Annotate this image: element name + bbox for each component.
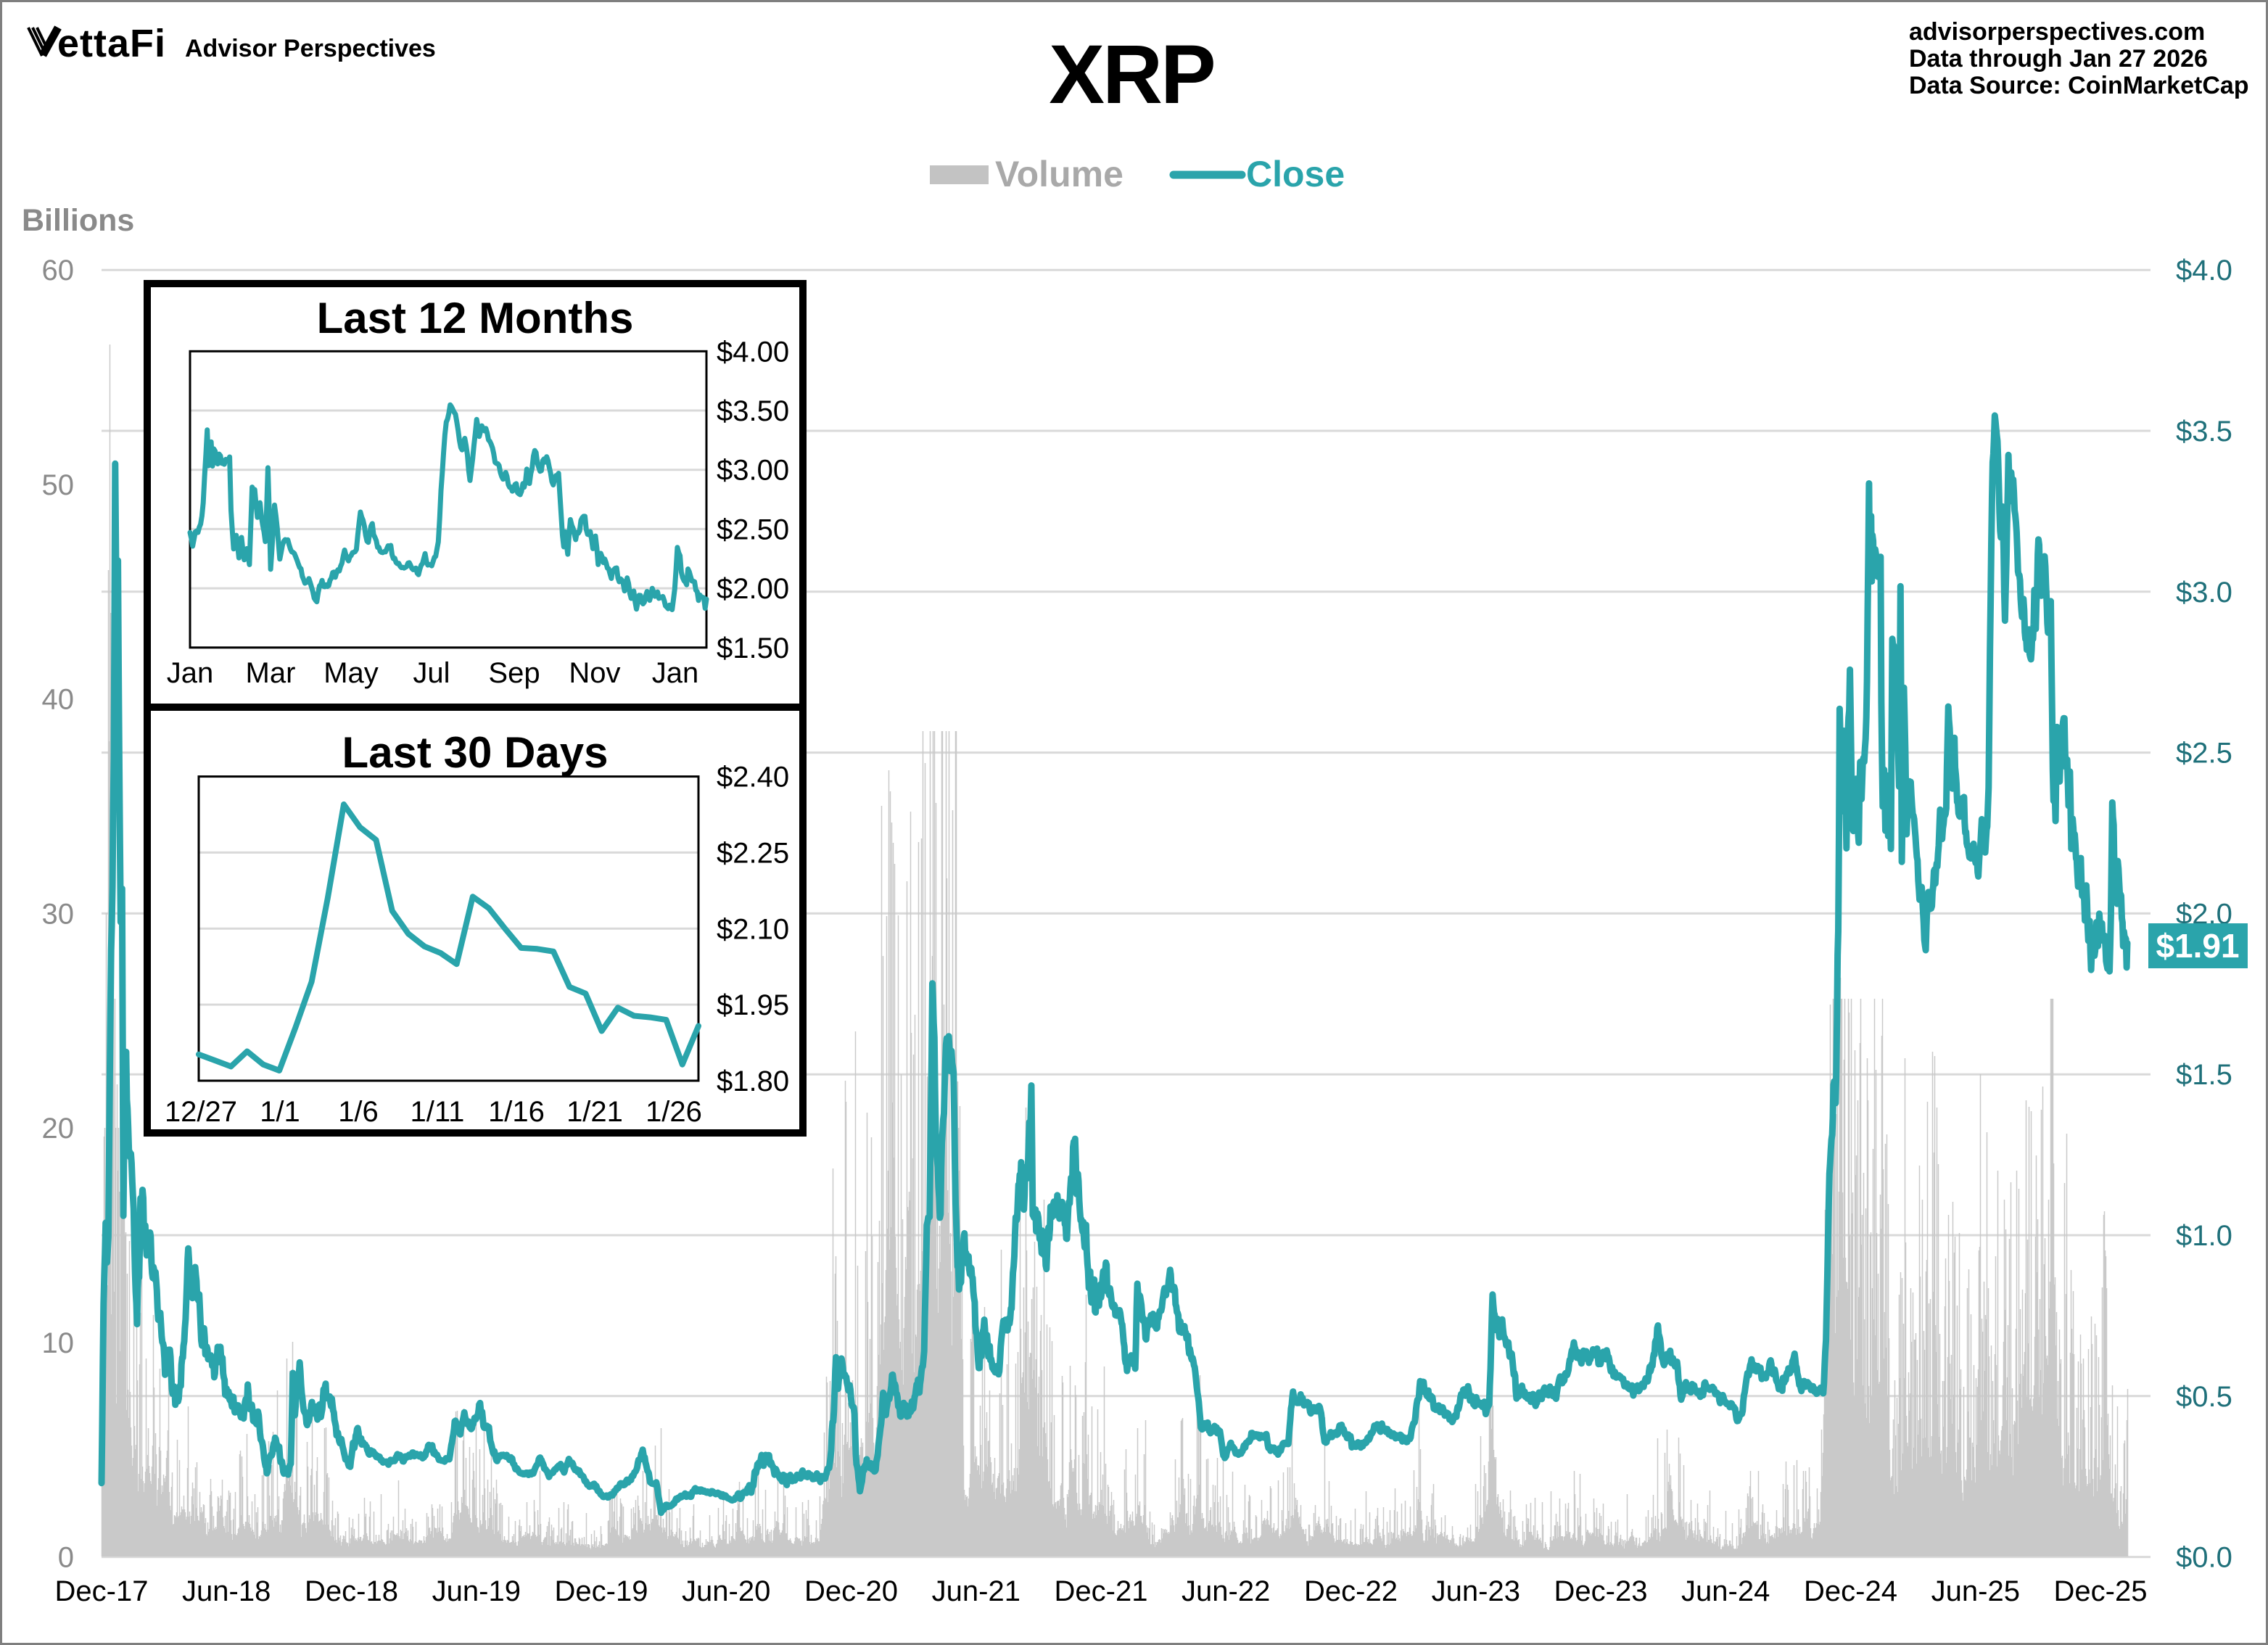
svg-text:Dec-19: Dec-19 bbox=[555, 1575, 648, 1607]
svg-text:$3.5: $3.5 bbox=[2176, 416, 2232, 448]
svg-text:Jan: Jan bbox=[167, 657, 214, 689]
svg-text:XRP: XRP bbox=[1049, 28, 1213, 121]
svg-text:40: 40 bbox=[42, 684, 75, 716]
svg-text:$1.0: $1.0 bbox=[2176, 1220, 2232, 1252]
svg-text:1/1: 1/1 bbox=[260, 1096, 300, 1128]
svg-text:$3.00: $3.00 bbox=[717, 455, 789, 487]
svg-text:$1.95: $1.95 bbox=[717, 989, 789, 1021]
svg-text:Jun-18: Jun-18 bbox=[182, 1575, 271, 1607]
svg-text:Dec-17: Dec-17 bbox=[55, 1575, 149, 1607]
svg-text:Dec-25: Dec-25 bbox=[2054, 1575, 2148, 1607]
svg-text:Last 12 Months: Last 12 Months bbox=[317, 294, 634, 342]
svg-text:1/26: 1/26 bbox=[646, 1096, 702, 1128]
svg-text:1/16: 1/16 bbox=[488, 1096, 545, 1128]
svg-text:$2.50: $2.50 bbox=[717, 514, 789, 545]
svg-text:Jun-23: Jun-23 bbox=[1432, 1575, 1520, 1607]
svg-text:20: 20 bbox=[42, 1113, 75, 1145]
svg-text:50: 50 bbox=[42, 469, 75, 501]
svg-text:Jun-21: Jun-21 bbox=[932, 1575, 1020, 1607]
svg-text:$4.00: $4.00 bbox=[717, 336, 789, 368]
svg-text:Jun-24: Jun-24 bbox=[1681, 1575, 1770, 1607]
svg-text:Jan: Jan bbox=[652, 657, 699, 689]
svg-text:$1.50: $1.50 bbox=[717, 632, 789, 664]
svg-text:30: 30 bbox=[42, 898, 75, 930]
svg-text:Jun-19: Jun-19 bbox=[432, 1575, 521, 1607]
svg-text:Dec-22: Dec-22 bbox=[1304, 1575, 1398, 1607]
svg-text:$0.5: $0.5 bbox=[2176, 1381, 2232, 1413]
svg-text:Dec-21: Dec-21 bbox=[1055, 1575, 1148, 1607]
svg-text:$2.5: $2.5 bbox=[2176, 738, 2232, 770]
svg-text:Jun-22: Jun-22 bbox=[1182, 1575, 1270, 1607]
svg-text:10: 10 bbox=[42, 1327, 75, 1359]
svg-text:Dec-18: Dec-18 bbox=[305, 1575, 398, 1607]
svg-text:$1.5: $1.5 bbox=[2176, 1059, 2232, 1091]
svg-text:Jun-25: Jun-25 bbox=[1931, 1575, 2020, 1607]
svg-text:Jun-20: Jun-20 bbox=[682, 1575, 770, 1607]
svg-text:$3.50: $3.50 bbox=[717, 395, 789, 427]
svg-text:Close: Close bbox=[1246, 154, 1345, 194]
svg-text:$2.40: $2.40 bbox=[717, 762, 789, 793]
svg-text:ettaFi: ettaFi bbox=[57, 22, 166, 65]
svg-text:$3.0: $3.0 bbox=[2176, 577, 2232, 609]
svg-text:$2.00: $2.00 bbox=[717, 573, 789, 605]
svg-text:Last 30 Days: Last 30 Days bbox=[342, 728, 609, 777]
svg-text:12/27: 12/27 bbox=[165, 1096, 237, 1128]
svg-text:1/21: 1/21 bbox=[566, 1096, 623, 1128]
svg-text:1/11: 1/11 bbox=[411, 1096, 465, 1128]
svg-text:advisorperspectives.com: advisorperspectives.com bbox=[1909, 18, 2205, 46]
svg-text:Billions: Billions bbox=[22, 203, 134, 238]
svg-text:$1.91: $1.91 bbox=[2156, 927, 2239, 965]
svg-text:Sep: Sep bbox=[488, 657, 540, 689]
svg-text:May: May bbox=[323, 657, 379, 689]
svg-text:60: 60 bbox=[42, 255, 75, 286]
svg-text:$4.0: $4.0 bbox=[2176, 255, 2232, 286]
svg-text:Dec-24: Dec-24 bbox=[1804, 1575, 1897, 1607]
svg-text:$0.0: $0.0 bbox=[2176, 1542, 2232, 1574]
svg-text:Dec-20: Dec-20 bbox=[804, 1575, 898, 1607]
svg-text:$1.80: $1.80 bbox=[717, 1065, 789, 1097]
svg-text:Nov: Nov bbox=[569, 657, 620, 689]
svg-text:Mar: Mar bbox=[246, 657, 296, 689]
svg-text:Volume: Volume bbox=[995, 154, 1123, 194]
svg-text:1/6: 1/6 bbox=[338, 1096, 379, 1128]
svg-text:0: 0 bbox=[58, 1542, 74, 1574]
svg-text:$2.25: $2.25 bbox=[717, 837, 789, 869]
svg-text:Data through Jan 27 2026: Data through Jan 27 2026 bbox=[1909, 45, 2208, 73]
svg-text:Data Source: CoinMarketCap: Data Source: CoinMarketCap bbox=[1909, 72, 2249, 99]
svg-text:$2.10: $2.10 bbox=[717, 913, 789, 945]
svg-text:Advisor Perspectives: Advisor Perspectives bbox=[185, 35, 436, 62]
svg-text:Dec-23: Dec-23 bbox=[1554, 1575, 1648, 1607]
svg-text:Jul: Jul bbox=[413, 657, 450, 689]
